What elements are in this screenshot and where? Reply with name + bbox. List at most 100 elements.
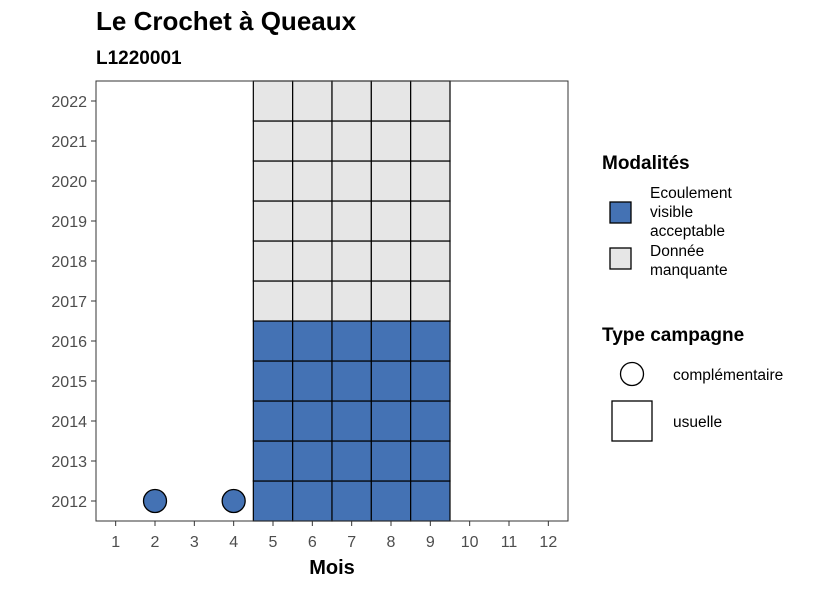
cell-2014-m7 bbox=[331, 400, 372, 442]
legend: Modalités Ecoulement visible acceptable Donn… bbox=[602, 153, 783, 442]
x-axis: 1 2 3 4 5 6 7 8 9 10 11 12 bbox=[111, 521, 557, 551]
cell-2021-m6 bbox=[292, 120, 333, 162]
cell-2013-m6 bbox=[292, 440, 333, 482]
y-tick-label-2021: 2021 bbox=[51, 134, 87, 151]
legend-label-line: manquante bbox=[650, 262, 728, 279]
cell-2017-m7 bbox=[331, 280, 372, 322]
x-tick-label-5: 5 bbox=[269, 534, 278, 551]
cell-2014-m8 bbox=[370, 400, 412, 442]
cell-2018-m7 bbox=[331, 240, 372, 282]
legend-label-type-1: complémentaire bbox=[673, 367, 783, 384]
cell-2015-m5 bbox=[252, 360, 294, 402]
x-tick-label-11: 11 bbox=[501, 534, 518, 551]
cell-2015-m9 bbox=[410, 360, 451, 402]
legend-title-modalites: Modalités bbox=[602, 153, 690, 174]
cell-2021-m7 bbox=[331, 120, 372, 162]
y-tick-label-2015: 2015 bbox=[51, 374, 87, 391]
legend-key-complementaire bbox=[619, 361, 645, 387]
x-axis-title: Mois bbox=[309, 557, 355, 579]
x-tick-label-10: 10 bbox=[461, 534, 479, 551]
x-tick-label-6: 6 bbox=[308, 534, 317, 551]
y-tick-label-2022: 2022 bbox=[51, 94, 87, 111]
cell-2019-m6 bbox=[292, 200, 333, 242]
legend-label-line: Ecoulement bbox=[650, 185, 733, 202]
cell-2016-m5 bbox=[252, 320, 294, 362]
legend-label-type-2: usuelle bbox=[673, 414, 722, 431]
cell-2022-m8 bbox=[370, 80, 412, 122]
x-tick-label-3: 3 bbox=[190, 534, 199, 551]
point-2012-m2 bbox=[142, 488, 168, 514]
legend-label-line: Donnée bbox=[650, 243, 704, 260]
x-tick-label-9: 9 bbox=[426, 534, 435, 551]
cell-2019-m8 bbox=[370, 200, 412, 242]
cell-2013-m9 bbox=[410, 440, 451, 482]
cell-2014-m5 bbox=[252, 400, 294, 442]
legend-key-modalite-2 bbox=[609, 247, 632, 270]
cell-2013-m8 bbox=[370, 440, 412, 482]
cell-2016-m9 bbox=[410, 320, 451, 362]
x-tick-label-2: 2 bbox=[151, 534, 160, 551]
cell-2012-m6 bbox=[292, 480, 333, 522]
cell-2012-m7 bbox=[331, 480, 372, 522]
x-tick-label-8: 8 bbox=[387, 534, 396, 551]
legend-label-modalite-1: Ecoulement visible acceptable bbox=[650, 185, 733, 240]
cell-2020-m8 bbox=[370, 160, 412, 202]
cell-2017-m5 bbox=[252, 280, 294, 322]
legend-label-modalite-2: Donnée manquante bbox=[650, 243, 728, 279]
cell-2012-m9 bbox=[410, 480, 451, 522]
y-tick-label-2018: 2018 bbox=[51, 254, 87, 271]
cell-2012-m5 bbox=[252, 480, 294, 522]
cell-2019-m7 bbox=[331, 200, 372, 242]
cell-2013-m5 bbox=[252, 440, 294, 482]
cell-2022-m9 bbox=[410, 80, 451, 122]
cell-2018-m8 bbox=[370, 240, 412, 282]
cell-2019-m5 bbox=[252, 200, 294, 242]
cell-2016-m8 bbox=[370, 320, 412, 362]
cell-2020-m5 bbox=[252, 160, 294, 202]
cell-2018-m6 bbox=[292, 240, 333, 282]
legend-key-modalite-1 bbox=[609, 201, 632, 224]
usuelle-cells bbox=[252, 80, 451, 522]
complementaire-points bbox=[142, 488, 246, 514]
cell-2018-m5 bbox=[252, 240, 294, 282]
cell-2014-m9 bbox=[410, 400, 451, 442]
legend-label-line: visible bbox=[650, 204, 693, 221]
y-tick-label-2016: 2016 bbox=[51, 334, 87, 351]
cell-2021-m5 bbox=[252, 120, 294, 162]
cell-2012-m8 bbox=[370, 480, 412, 522]
y-tick-label-2017: 2017 bbox=[51, 294, 87, 311]
chart-title: Le Crochet à Queaux bbox=[96, 6, 357, 36]
x-tick-label-4: 4 bbox=[229, 534, 238, 551]
cell-2021-m9 bbox=[410, 120, 451, 162]
cell-2015-m8 bbox=[370, 360, 412, 402]
cell-2019-m9 bbox=[410, 200, 451, 242]
point-2012-m4 bbox=[221, 488, 246, 514]
y-tick-label-2012: 2012 bbox=[51, 494, 87, 511]
cell-2021-m8 bbox=[370, 120, 412, 162]
x-tick-label-7: 7 bbox=[347, 534, 356, 551]
cell-2020-m9 bbox=[410, 160, 451, 202]
cell-2017-m6 bbox=[292, 280, 333, 322]
cell-2013-m7 bbox=[331, 440, 372, 482]
cell-2014-m6 bbox=[292, 400, 333, 442]
cell-2016-m6 bbox=[292, 320, 333, 362]
x-tick-label-12: 12 bbox=[539, 534, 557, 551]
y-tick-label-2020: 2020 bbox=[51, 174, 87, 191]
y-axis: 2012 2013 2014 2015 2016 2017 2018 2019 2020 2021… bbox=[51, 94, 96, 511]
y-tick-label-2013: 2013 bbox=[51, 454, 87, 471]
cell-2020-m6 bbox=[292, 160, 333, 202]
cell-2022-m6 bbox=[292, 80, 333, 122]
x-tick-label-1: 1 bbox=[111, 534, 120, 551]
y-tick-label-2019: 2019 bbox=[51, 214, 87, 231]
cell-2016-m7 bbox=[331, 320, 372, 362]
cell-2015-m6 bbox=[292, 360, 333, 402]
cell-2017-m9 bbox=[410, 280, 451, 322]
cell-2015-m7 bbox=[331, 360, 372, 402]
legend-label-line: acceptable bbox=[650, 223, 725, 240]
chart-subtitle: L1220001 bbox=[96, 48, 182, 69]
cell-2022-m5 bbox=[252, 80, 294, 122]
cell-2020-m7 bbox=[331, 160, 372, 202]
legend-key-usuelle bbox=[611, 400, 653, 442]
cell-2017-m8 bbox=[370, 280, 412, 322]
